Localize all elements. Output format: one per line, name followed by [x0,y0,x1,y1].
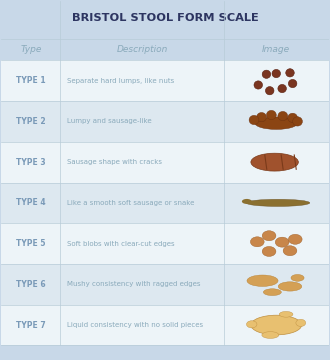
Text: Liquid consistency with no solid pieces: Liquid consistency with no solid pieces [67,322,203,328]
FancyBboxPatch shape [1,142,329,183]
Ellipse shape [257,112,266,122]
Text: Type: Type [20,45,42,54]
Ellipse shape [265,87,274,95]
Ellipse shape [251,153,298,171]
Ellipse shape [262,70,271,78]
Ellipse shape [250,237,264,247]
FancyBboxPatch shape [1,60,329,101]
FancyBboxPatch shape [1,183,329,223]
Ellipse shape [247,275,278,287]
Ellipse shape [278,111,288,121]
Ellipse shape [286,69,294,77]
Ellipse shape [266,111,276,120]
Text: TYPE 5: TYPE 5 [16,239,46,248]
Ellipse shape [288,234,302,244]
Ellipse shape [283,246,297,256]
Ellipse shape [242,199,252,204]
Ellipse shape [288,80,297,87]
Text: TYPE 6: TYPE 6 [16,280,46,289]
Ellipse shape [278,282,302,291]
Ellipse shape [275,237,289,247]
FancyBboxPatch shape [1,264,329,305]
Text: TYPE 4: TYPE 4 [16,198,46,207]
Text: Mushy consistency with ragged edges: Mushy consistency with ragged edges [67,281,200,287]
Ellipse shape [247,321,257,328]
FancyBboxPatch shape [1,101,329,142]
Text: Like a smooth soft sausage or snake: Like a smooth soft sausage or snake [67,200,194,206]
Ellipse shape [251,315,302,335]
Ellipse shape [293,117,302,126]
Text: Soft blobs with clear-cut edges: Soft blobs with clear-cut edges [67,240,175,247]
FancyBboxPatch shape [1,39,329,60]
Ellipse shape [262,332,279,338]
Text: BRISTOL STOOL FORM SCALE: BRISTOL STOOL FORM SCALE [72,13,258,23]
Ellipse shape [249,115,259,125]
Text: Separate hard lumps, like nuts: Separate hard lumps, like nuts [67,78,174,84]
FancyBboxPatch shape [1,223,329,264]
FancyBboxPatch shape [1,305,329,345]
Ellipse shape [262,231,276,241]
Ellipse shape [255,117,298,130]
Ellipse shape [262,247,276,256]
Ellipse shape [278,85,286,93]
Text: Image: Image [262,45,290,54]
Text: Sausage shape with cracks: Sausage shape with cracks [67,159,162,165]
Text: TYPE 2: TYPE 2 [16,117,46,126]
Ellipse shape [254,81,262,89]
Ellipse shape [291,274,304,281]
Ellipse shape [272,69,280,78]
Ellipse shape [263,289,281,296]
Text: TYPE 1: TYPE 1 [16,76,46,85]
Text: TYPE 3: TYPE 3 [16,158,46,167]
Text: Description: Description [116,45,168,54]
Ellipse shape [246,199,310,206]
Ellipse shape [279,311,293,317]
Text: TYPE 7: TYPE 7 [16,320,46,329]
Ellipse shape [288,113,298,122]
Ellipse shape [296,319,306,327]
Text: Lumpy and sausage-like: Lumpy and sausage-like [67,118,151,125]
